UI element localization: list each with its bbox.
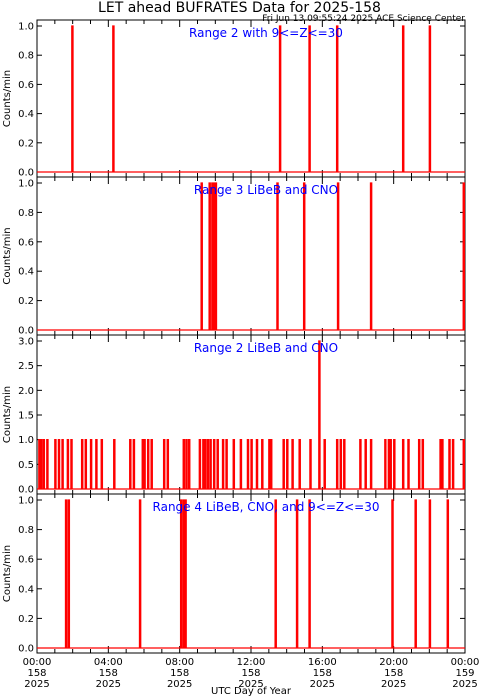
x-tick-label: 158 xyxy=(313,668,332,679)
y-tick-label: 1.0 xyxy=(18,179,34,190)
timestamp-label: Fri Jun 13 09:55:24 2025 ACE Science Cen… xyxy=(262,14,465,24)
y-tick-label: 0.0 xyxy=(18,644,34,655)
y-tick-label: 0.2 xyxy=(18,138,34,149)
y-tick-label: 2.5 xyxy=(18,361,34,372)
y-tick-label: 1.0 xyxy=(18,496,34,507)
x-tick-label: 158 xyxy=(27,668,46,679)
y-tick-label: 0.6 xyxy=(18,555,34,566)
y-tick-label: 0.4 xyxy=(18,109,34,120)
panel-label: Range 4 LiBeB, CNO, and 9<=Z<=30 xyxy=(153,500,380,514)
panel-frame xyxy=(36,176,466,336)
y-tick-label: 1.0 xyxy=(18,22,34,33)
series-trace xyxy=(37,182,466,331)
y-tick-label: 0.6 xyxy=(18,237,34,248)
x-tick-label: 159 xyxy=(455,668,474,679)
panel-frame xyxy=(36,493,466,654)
y-tick-label: 2.0 xyxy=(18,386,34,397)
x-tick-label: 158 xyxy=(99,668,118,679)
x-tick-label: 04:00 xyxy=(94,657,123,668)
y-tick-label: 0.0 xyxy=(18,326,34,337)
y-tick-label: 1.0 xyxy=(18,435,34,446)
panel-label: Range 2 LiBeB and CNO xyxy=(194,341,338,355)
x-tick-label: 158 xyxy=(241,668,260,679)
x-tick-label: 2025 xyxy=(96,679,121,690)
x-tick-label: 2025 xyxy=(167,679,192,690)
series-trace xyxy=(37,25,465,173)
y-tick-label: 3.0 xyxy=(18,337,34,348)
x-tick-label: 20:00 xyxy=(379,657,408,668)
y-tick-label: 0.5 xyxy=(18,460,34,471)
x-tick-label: 12:00 xyxy=(237,657,266,668)
x-tick-label: 158 xyxy=(170,668,189,679)
y-axis-label: Counts/min xyxy=(2,70,13,127)
panel-frame xyxy=(36,19,466,178)
y-tick-label: 0.8 xyxy=(18,51,34,62)
x-tick-label: 16:00 xyxy=(308,657,337,668)
y-tick-label: 0.0 xyxy=(18,168,34,179)
y-tick-label: 0.2 xyxy=(18,614,34,625)
x-tick-label: 2025 xyxy=(452,679,477,690)
x-tick-label: 2025 xyxy=(381,679,406,690)
panel-label: Range 3 LiBeB and CNO xyxy=(194,183,338,197)
y-tick-label: 0.4 xyxy=(18,584,34,595)
y-axis-label: Counts/min xyxy=(2,545,13,602)
x-tick-label: 2025 xyxy=(238,679,263,690)
x-tick-label: 00:00 xyxy=(23,657,52,668)
x-tick-label: 00:00 xyxy=(451,657,479,668)
x-tick-label: 158 xyxy=(384,668,403,679)
y-tick-label: 0.8 xyxy=(18,208,34,219)
chart-title: LET ahead BUFRATES Data for 2025-158 xyxy=(98,0,381,16)
x-tick-label: 08:00 xyxy=(165,657,194,668)
x-tick-label: 2025 xyxy=(310,679,335,690)
y-tick-label: 0.6 xyxy=(18,80,34,91)
y-tick-label: 0.2 xyxy=(18,296,34,307)
x-axis-label: UTC Day of Year xyxy=(211,686,292,697)
panel-label: Range 2 with 9<=Z<=30 xyxy=(189,26,343,40)
y-tick-label: 1.5 xyxy=(18,411,34,422)
y-axis-label: Counts/min xyxy=(2,386,13,443)
y-tick-label: 0.0 xyxy=(18,485,34,496)
x-tick-label: 2025 xyxy=(24,679,49,690)
y-axis-label: Counts/min xyxy=(2,227,13,284)
y-tick-label: 0.8 xyxy=(18,525,34,536)
series-trace xyxy=(37,499,465,649)
y-tick-label: 0.4 xyxy=(18,267,34,278)
